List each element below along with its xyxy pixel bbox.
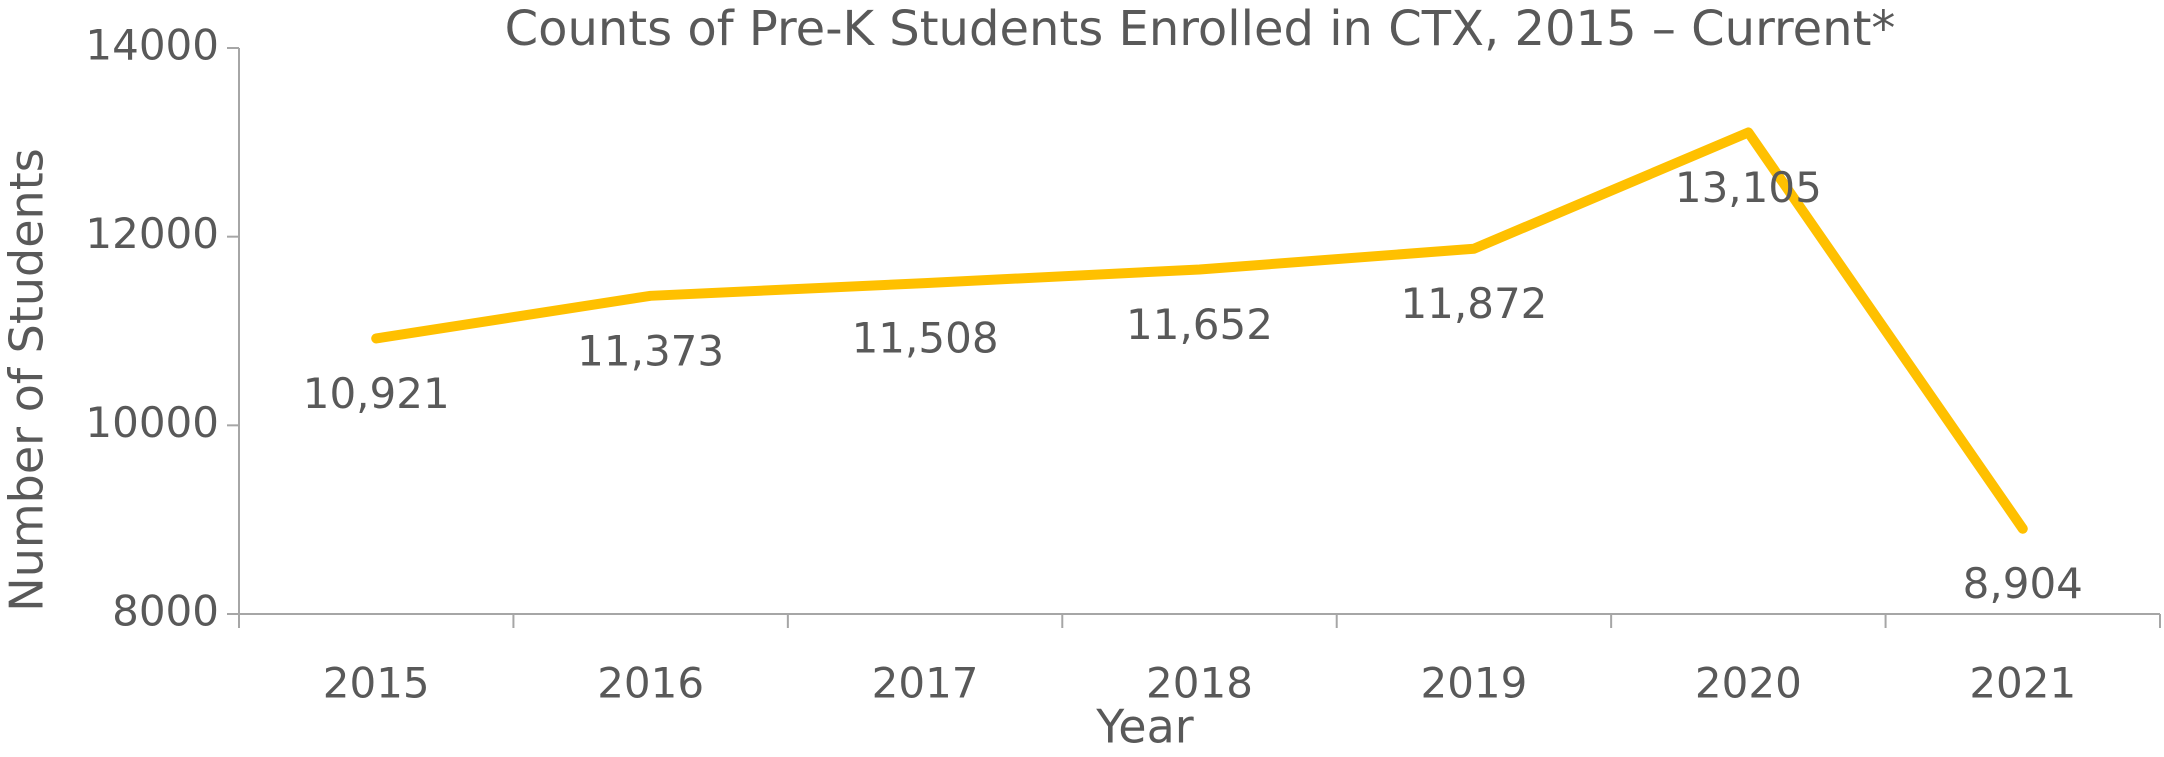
y-tick-label: 10000 (85, 398, 219, 447)
x-tick-label: 2015 (323, 659, 430, 708)
x-axis-title: Year (1095, 700, 1193, 754)
data-label: 11,508 (852, 314, 999, 363)
x-tick-label: 2019 (1420, 659, 1527, 708)
data-label: 11,652 (1126, 300, 1273, 349)
data-label: 10,921 (303, 369, 450, 418)
data-line (371, 127, 2028, 534)
y-tick-label: 12000 (85, 209, 219, 258)
x-tick-label: 2018 (1146, 659, 1253, 708)
data-label: 11,872 (1400, 279, 1547, 328)
data-label: 13,105 (1675, 163, 1822, 212)
y-axis-title: Number of Students (0, 148, 54, 611)
x-tick-label: 2020 (1695, 659, 1802, 708)
y-tick-label: 8000 (112, 587, 219, 636)
chart-title: Counts of Pre-K Students Enrolled in CTX… (505, 1, 1896, 57)
x-tick-label: 2021 (1969, 659, 2076, 708)
data-label: 11,373 (577, 326, 724, 375)
y-tick-label: 14000 (85, 21, 219, 70)
x-tick-label: 2017 (872, 659, 979, 708)
data-label: 8,904 (1963, 559, 2083, 608)
x-tick-label: 2016 (597, 659, 704, 708)
